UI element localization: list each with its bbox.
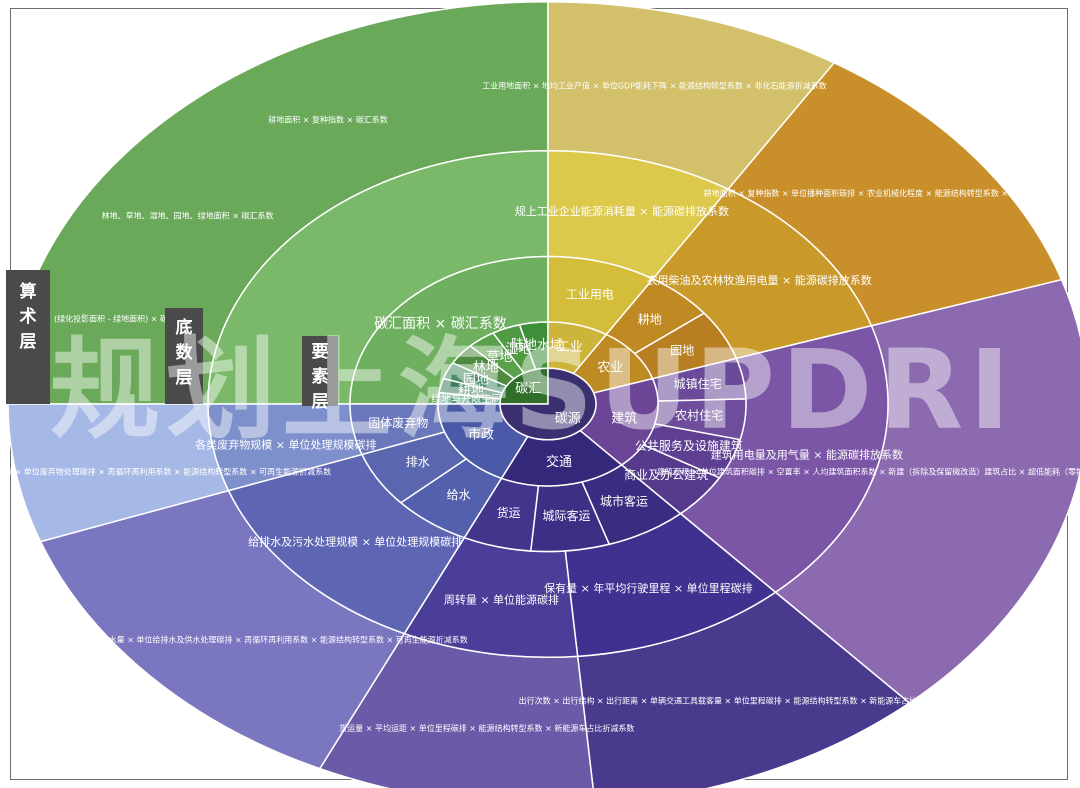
algorithm-label: 工业用地面积 × 地均工业产值 × 单位GDP能耗下降 × 能源结构转型系数 ×…	[482, 80, 826, 90]
algorithm-label: 耕地面积 × 复种指数 × 碳汇系数	[268, 115, 388, 125]
algorithm-label: 人口规模 × 人均废弃物处理量 × 单位废弃物处理碳排 × 再循环再利用系数 ×…	[0, 467, 331, 477]
algorithm-label: (绿化投影面积 - 绿地面积) × 碳汇系数	[54, 314, 192, 324]
middle-label: 货运	[497, 505, 521, 520]
element-label: 农业	[597, 360, 623, 375]
middle-label: 农村住宅	[675, 407, 723, 422]
middle-label: 碳汇面积 × 碳汇系数	[374, 316, 507, 332]
middle-label: 城市客运	[600, 494, 648, 509]
element-label: 陆地水域	[511, 337, 563, 353]
middle-label: 园地	[670, 343, 694, 357]
base-label: 给排水及污水处理规模 × 单位处理规模碳排	[248, 535, 462, 549]
layer-tag-base-data: 底 数 层	[165, 308, 203, 404]
base-label: 保有量 × 年平均行驶里程 × 单位里程碳排	[544, 581, 752, 595]
center-label-sink: 碳汇	[515, 382, 541, 397]
algorithm-label: 货运量 × 平均运距 × 单位里程碳排 × 能源结构转型系数 × 新能源车占比折…	[339, 723, 634, 733]
middle-label: 公共服务及设施建筑	[635, 438, 743, 453]
layer-tag-element: 要 素 层	[302, 336, 338, 412]
middle-label: 排水	[406, 455, 430, 469]
element-label: 耕地	[458, 382, 484, 398]
algorithm-label: 林地、草地、湿地、园地、绿地面积 × 碳汇系数	[102, 210, 274, 220]
middle-label: 商业及办公建筑	[624, 467, 708, 482]
element-label: 建筑	[611, 411, 637, 427]
element-label: 湿地	[505, 342, 531, 357]
middle-label: 城镇住宅	[674, 376, 722, 391]
center-source	[499, 367, 597, 441]
base-label: 建筑用电量及用气量 × 能源碳排放系数	[711, 448, 903, 462]
algorithm-label: 建筑面积 × 单位建筑面积碳排 × 空置率 × 人均建筑面积系数 × 新建（拆除…	[657, 467, 1080, 477]
middle-label: 固体废弃物	[368, 415, 428, 430]
center-label-source: 碳源	[555, 411, 581, 426]
base-label: 规上工业企业能源消耗量 × 能源碳排放系数	[515, 204, 729, 218]
algorithm-label: 耕地面积 × 复种指数 × 单位播种面积碳排 × 农业机械化程度 × 能源结构转…	[704, 188, 1067, 198]
element-label: 绿地与开敞空间	[431, 393, 501, 406]
element-label: 市政	[468, 427, 494, 443]
base-label: 各类废弃物规模 × 单位处理规模碳排	[195, 438, 376, 452]
middle-label: 城际客运	[543, 508, 591, 523]
element-label: 林地	[473, 360, 499, 375]
base-label: 周转量 × 单位能源碳排	[444, 593, 559, 607]
middle-label: 工业用电	[566, 288, 614, 302]
layer-tag-algorithm: 算 术 层	[6, 270, 50, 404]
element-label: 工业	[557, 340, 583, 355]
middle-label: 给水	[447, 488, 471, 502]
middle-label: 耕地	[638, 311, 662, 326]
element-label: 交通	[546, 454, 572, 470]
element-label: 园地	[463, 373, 489, 388]
element-label: 草地	[486, 350, 512, 365]
algorithm-label: 人口规模 × 人均给水及排水量 × 单位给排水及供水处理碳排 × 再循环再利用系…	[17, 634, 468, 644]
base-label: 农用柴油及农林牧渔用电量 × 能源碳排放系数	[647, 273, 872, 287]
algorithm-label: 出行次数 × 出行结构 × 出行距离 × 单辆交通工具载客量 × 单位里程碳排 …	[519, 696, 950, 706]
